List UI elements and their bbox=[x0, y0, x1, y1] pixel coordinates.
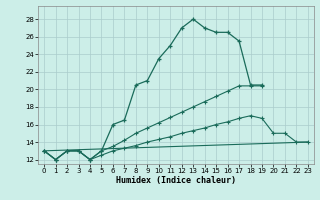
X-axis label: Humidex (Indice chaleur): Humidex (Indice chaleur) bbox=[116, 176, 236, 185]
